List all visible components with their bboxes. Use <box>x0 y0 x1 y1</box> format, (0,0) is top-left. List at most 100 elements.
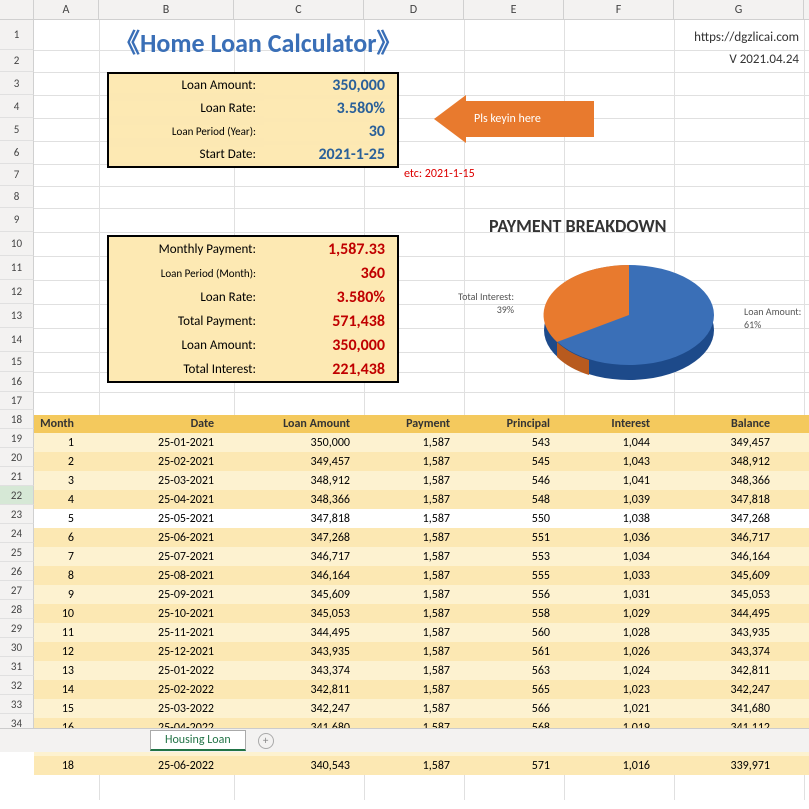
loan-period-input[interactable]: 30 <box>264 122 397 141</box>
cell-loan-amount[interactable]: 348,912 <box>234 474 354 488</box>
table-row[interactable]: 925-09-2021345,6091,5875561,031345,053 <box>34 585 809 604</box>
cell-month[interactable]: 2 <box>34 455 94 469</box>
cell-interest[interactable]: 1,024 <box>554 664 654 678</box>
cell-date[interactable]: 25-05-2021 <box>94 512 234 526</box>
cell-balance[interactable]: 348,366 <box>654 474 774 488</box>
cell-area[interactable]: 《Home Loan Calculator》 https://dgzlicai.… <box>34 20 809 752</box>
select-all-corner[interactable] <box>0 0 34 19</box>
cell-interest[interactable]: 1,016 <box>554 759 654 773</box>
cell-principal[interactable]: 546 <box>454 474 554 488</box>
cell-interest[interactable]: 1,044 <box>554 436 654 450</box>
cell-interest[interactable]: 1,028 <box>554 626 654 640</box>
row-header[interactable]: 27 <box>0 581 34 600</box>
table-row[interactable]: 1125-11-2021344,4951,5875601,028343,935 <box>34 623 809 642</box>
cell-loan-amount[interactable]: 347,818 <box>234 512 354 526</box>
row-header[interactable]: 20 <box>0 448 34 467</box>
table-row[interactable]: 1425-02-2022342,8111,5875651,023342,247 <box>34 680 809 699</box>
table-row[interactable]: 1225-12-2021343,9351,5875611,026343,374 <box>34 642 809 661</box>
table-row[interactable]: 1025-10-2021345,0531,5875581,029344,495 <box>34 604 809 623</box>
cell-balance[interactable]: 346,717 <box>654 531 774 545</box>
cell-month[interactable]: 4 <box>34 493 94 507</box>
cell-date[interactable]: 25-11-2021 <box>94 626 234 640</box>
cell-payment[interactable]: 1,587 <box>354 759 454 773</box>
row-header[interactable]: 5 <box>0 118 34 141</box>
cell-month[interactable]: 12 <box>34 645 94 659</box>
cell-loan-amount[interactable]: 348,366 <box>234 493 354 507</box>
cell-interest[interactable]: 1,038 <box>554 512 654 526</box>
table-row[interactable]: 725-07-2021346,7171,5875531,034346,164 <box>34 547 809 566</box>
loan-amount-input[interactable]: 350,000 <box>264 76 397 95</box>
cell-interest[interactable]: 1,029 <box>554 607 654 621</box>
cell-interest[interactable]: 1,031 <box>554 588 654 602</box>
cell-date[interactable]: 25-07-2021 <box>94 550 234 564</box>
cell-month[interactable]: 18 <box>34 759 94 773</box>
cell-balance[interactable]: 344,495 <box>654 607 774 621</box>
table-row[interactable]: 525-05-2021347,8181,5875501,038347,268 <box>34 509 809 528</box>
cell-interest[interactable]: 1,034 <box>554 550 654 564</box>
cell-loan-amount[interactable]: 343,374 <box>234 664 354 678</box>
cell-payment[interactable]: 1,587 <box>354 683 454 697</box>
col-header-C[interactable]: C <box>234 0 364 19</box>
row-header[interactable]: 11 <box>0 256 34 280</box>
cell-date[interactable]: 25-04-2021 <box>94 493 234 507</box>
cell-interest[interactable]: 1,023 <box>554 683 654 697</box>
row-header[interactable]: 16 <box>0 372 34 392</box>
cell-balance[interactable]: 348,912 <box>654 455 774 469</box>
row-header[interactable]: 9 <box>0 208 34 232</box>
row-header[interactable]: 26 <box>0 562 34 581</box>
start-date-input[interactable]: 2021-1-25 <box>264 145 397 164</box>
row-header[interactable]: 3 <box>0 72 34 95</box>
cell-month[interactable]: 8 <box>34 569 94 583</box>
cell-principal[interactable]: 566 <box>454 702 554 716</box>
row-header[interactable]: 7 <box>0 164 34 186</box>
col-interest[interactable]: Interest <box>554 415 654 433</box>
sheet-tab-housing-loan[interactable]: Housing Loan <box>150 730 246 751</box>
row-header[interactable]: 28 <box>0 600 34 619</box>
cell-payment[interactable]: 1,587 <box>354 702 454 716</box>
cell-payment[interactable]: 1,587 <box>354 588 454 602</box>
cell-principal[interactable]: 565 <box>454 683 554 697</box>
cell-balance[interactable]: 346,164 <box>654 550 774 564</box>
cell-month[interactable]: 13 <box>34 664 94 678</box>
row-header[interactable]: 24 <box>0 524 34 543</box>
cell-payment[interactable]: 1,587 <box>354 550 454 564</box>
cell-loan-amount[interactable]: 349,457 <box>234 455 354 469</box>
cell-date[interactable]: 25-03-2021 <box>94 474 234 488</box>
row-header[interactable]: 30 <box>0 638 34 657</box>
cell-principal[interactable]: 548 <box>454 493 554 507</box>
cell-month[interactable]: 15 <box>34 702 94 716</box>
table-row[interactable]: 425-04-2021348,3661,5875481,039347,818 <box>34 490 809 509</box>
table-row[interactable]: 1325-01-2022343,3741,5875631,024342,811 <box>34 661 809 680</box>
cell-month[interactable]: 10 <box>34 607 94 621</box>
cell-balance[interactable]: 347,268 <box>654 512 774 526</box>
table-row[interactable]: 1525-03-2022342,2471,5875661,021341,680 <box>34 699 809 718</box>
cell-loan-amount[interactable]: 344,495 <box>234 626 354 640</box>
cell-date[interactable]: 25-01-2021 <box>94 436 234 450</box>
row-header[interactable]: 25 <box>0 543 34 562</box>
cell-payment[interactable]: 1,587 <box>354 512 454 526</box>
cell-loan-amount[interactable]: 346,717 <box>234 550 354 564</box>
cell-interest[interactable]: 1,039 <box>554 493 654 507</box>
cell-payment[interactable]: 1,587 <box>354 455 454 469</box>
cell-interest[interactable]: 1,036 <box>554 531 654 545</box>
col-principal[interactable]: Principal <box>454 415 554 433</box>
col-loan-amount[interactable]: Loan Amount <box>234 415 354 433</box>
cell-date[interactable]: 25-02-2022 <box>94 683 234 697</box>
cell-date[interactable]: 25-03-2022 <box>94 702 234 716</box>
cell-principal[interactable]: 571 <box>454 759 554 773</box>
cell-interest[interactable]: 1,041 <box>554 474 654 488</box>
cell-principal[interactable]: 560 <box>454 626 554 640</box>
cell-balance[interactable]: 345,609 <box>654 569 774 583</box>
cell-loan-amount[interactable]: 345,053 <box>234 607 354 621</box>
row-header[interactable]: 22 <box>0 486 34 505</box>
cell-balance[interactable]: 343,935 <box>654 626 774 640</box>
col-payment[interactable]: Payment <box>354 415 454 433</box>
row-header[interactable]: 14 <box>0 328 34 352</box>
cell-month[interactable]: 6 <box>34 531 94 545</box>
row-header[interactable]: 15 <box>0 352 34 372</box>
cell-interest[interactable]: 1,021 <box>554 702 654 716</box>
row-header[interactable]: 4 <box>0 95 34 118</box>
cell-principal[interactable]: 561 <box>454 645 554 659</box>
col-header-A[interactable]: A <box>34 0 99 19</box>
cell-date[interactable]: 25-08-2021 <box>94 569 234 583</box>
